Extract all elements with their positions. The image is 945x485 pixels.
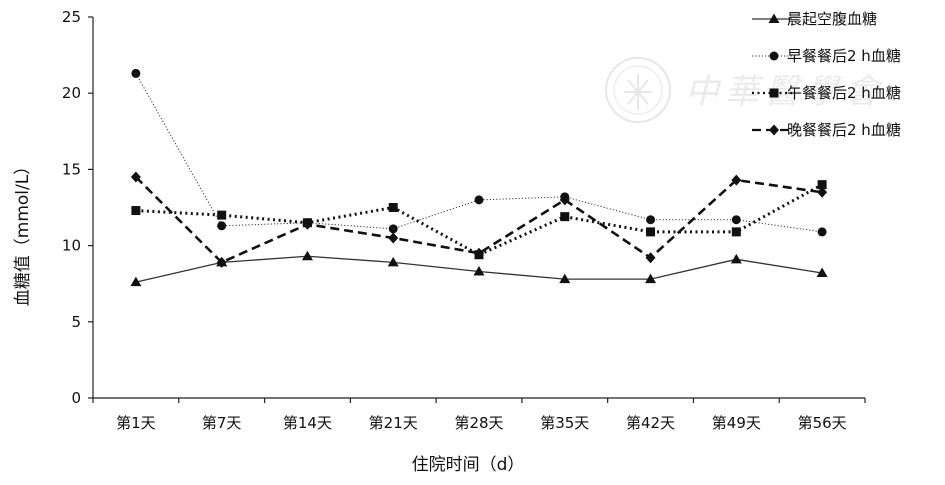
data-point	[474, 247, 484, 259]
y-axis-title: 血糖值（mmol/L）	[13, 158, 33, 306]
legend-item: 午餐餐后2 h血糖	[752, 84, 901, 102]
x-tick-label: 第42天	[626, 414, 675, 432]
legend-label: 早餐餐后2 h血糖	[787, 47, 901, 65]
data-point	[216, 256, 227, 268]
data-point	[130, 276, 142, 287]
legend-label: 晚餐餐后2 h血糖	[787, 121, 901, 139]
legend-item: 晨起空腹血糖	[752, 10, 877, 28]
data-point	[559, 273, 571, 284]
series-line	[135, 73, 823, 233]
data-point	[388, 224, 398, 234]
data-point	[217, 210, 227, 220]
x-axis-title: 住院时间（d）	[412, 455, 525, 475]
data-point	[473, 266, 485, 276]
data-point	[817, 186, 828, 198]
data-point	[731, 227, 741, 237]
x-tick-label: 第28天	[454, 414, 503, 432]
legend-label: 午餐餐后2 h血糖	[787, 84, 901, 102]
legend-marker	[768, 13, 780, 23]
data-point	[731, 174, 742, 186]
data-point	[387, 256, 399, 267]
y-tick-label: 25	[62, 8, 81, 26]
data-point	[388, 232, 399, 244]
x-tick-label: 第1天	[116, 414, 156, 432]
x-tick-label: 第14天	[283, 414, 332, 432]
data-point	[816, 267, 828, 278]
y-tick-label: 20	[62, 84, 81, 102]
data-point	[217, 221, 227, 231]
y-tick-label: 10	[62, 237, 81, 255]
x-tick-label: 第21天	[369, 414, 418, 432]
data-point	[730, 253, 742, 264]
legend-item: 晚餐餐后2 h血糖	[752, 121, 901, 139]
legend-marker	[769, 88, 779, 98]
legend-item: 早餐餐后2 h血糖	[752, 47, 901, 65]
x-tick-label: 第56天	[798, 414, 847, 432]
data-point	[560, 212, 570, 222]
data-point	[130, 171, 141, 183]
society-seal-icon	[605, 57, 671, 123]
series-layer	[130, 68, 828, 287]
data-point	[645, 252, 656, 264]
data-point	[645, 273, 657, 284]
series-line	[135, 183, 823, 257]
data-point	[131, 206, 141, 216]
data-point	[559, 194, 570, 206]
data-point	[302, 218, 313, 230]
data-point	[474, 195, 484, 205]
data-point	[131, 68, 141, 78]
data-point	[817, 227, 827, 237]
y-tick-label: 0	[71, 389, 81, 407]
legend-marker	[769, 124, 779, 136]
legend-label: 晨起空腹血糖	[787, 10, 877, 28]
y-tick-label: 15	[62, 160, 81, 178]
legend-marker	[769, 51, 779, 61]
data-point	[731, 215, 741, 225]
data-point	[646, 215, 656, 225]
x-tick-label: 第35天	[540, 414, 589, 432]
watermark: 中華醫學會	[605, 57, 885, 123]
data-point	[388, 203, 398, 212]
x-tick-label: 第49天	[712, 414, 761, 432]
data-point	[301, 250, 313, 261]
axes: 0 5 10 15 20 25 第1天 第7天 第14天 第21天 第28天 第35天 第42天 第49天…	[62, 8, 866, 432]
data-point	[646, 227, 656, 237]
watermark-text: 中華醫學會	[685, 72, 885, 112]
y-tick-label: 5	[71, 313, 81, 331]
series-diamond	[130, 171, 828, 268]
x-tick-label: 第7天	[202, 414, 242, 432]
data-point	[817, 180, 827, 190]
